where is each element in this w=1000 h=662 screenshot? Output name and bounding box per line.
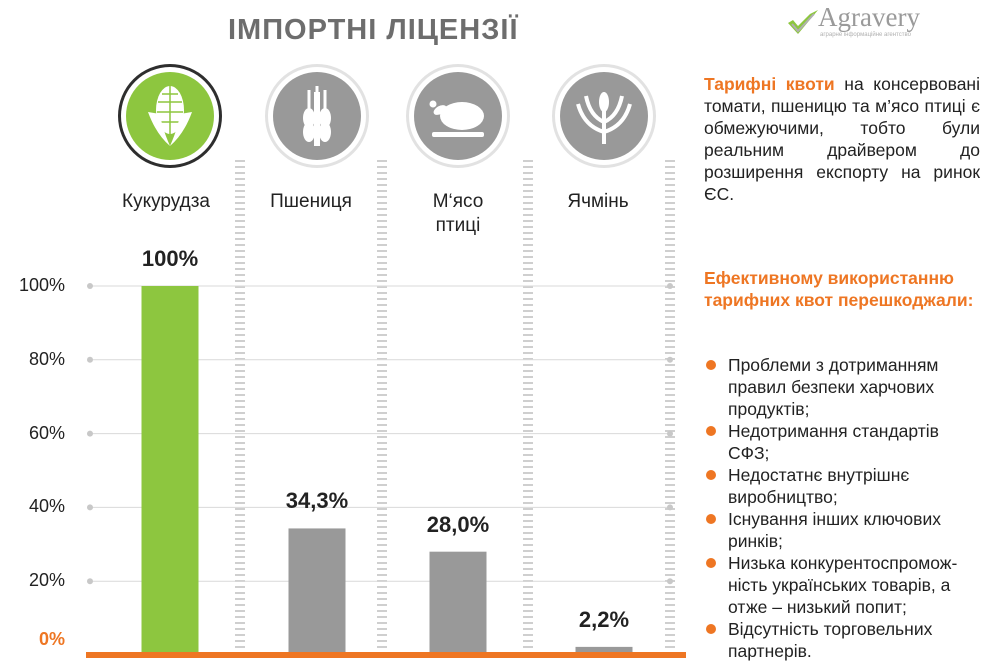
category-label: Ячмінь [567, 191, 629, 212]
checkmark-logo-icon [788, 10, 818, 34]
bullet-dot-icon [706, 514, 716, 524]
gridline-dot [667, 504, 673, 511]
category-label: М‘ясо птиці [432, 191, 484, 236]
gridline-dot [667, 430, 673, 437]
gridline-dot [87, 430, 93, 437]
list-item: Недотримання стандартів СФЗ; [704, 420, 980, 464]
gridline-dot [667, 578, 673, 585]
y-tick-label: 80% [28, 348, 65, 369]
bar-chart [86, 160, 686, 658]
barley-icon [560, 72, 648, 160]
bar-1 [288, 528, 346, 655]
bar-3 [575, 646, 633, 655]
gridline-dot [87, 504, 93, 511]
category-label: Кукурудза [122, 191, 210, 212]
list-item: Недостатнє внутрішнє виробництво; [704, 464, 980, 508]
category-label: Пшениця [270, 191, 352, 212]
gridline-dot [87, 283, 93, 289]
list-item: Низька конкурентоспромож-ність українськ… [704, 552, 980, 618]
gridline-dot [667, 283, 673, 289]
quota-paragraph: Тарифні квоти на консервовані томати, пш… [704, 73, 980, 205]
gridline-dot [87, 356, 93, 363]
bullet-dot-icon [706, 624, 716, 634]
bar-0 [141, 286, 199, 655]
bullet-dot-icon [706, 426, 716, 436]
list-item: Існування інших ключових ринків; [704, 508, 980, 552]
chicken-icon [414, 72, 502, 160]
baseline-axis [86, 652, 686, 658]
bar-2 [429, 551, 487, 655]
y-tick-label: 60% [28, 422, 65, 443]
list-item: Проблеми з дотриманням правил безпеки ха… [704, 354, 980, 420]
list-item: Відсутність торговельних партнерів. [704, 618, 980, 662]
y-tick-label: 0% [38, 629, 65, 649]
bullet-dot-icon [706, 558, 716, 568]
logo-text: Agravery [818, 2, 920, 32]
quota-paragraph-bold: Тарифні квоти [704, 74, 835, 94]
value-label: 34,3% [285, 488, 349, 514]
value-label: 2,2% [578, 606, 630, 632]
y-tick-label: 100% [18, 275, 65, 295]
y-tick-label: 40% [28, 496, 65, 517]
obstacles-list: Проблеми з дотриманням правил безпеки ха… [704, 354, 980, 662]
gridline-dot [87, 578, 93, 585]
gridline-dot [667, 356, 673, 363]
agravery-logo: Agravery аграрне інформаційне агентство [786, 2, 946, 42]
value-label: 28,0% [426, 511, 490, 537]
obstacles-heading: Ефективному використанню тарифних квот п… [704, 268, 974, 310]
value-label: 100% [141, 246, 199, 271]
page-title: ІМПОРТНІ ЛІЦЕНЗІЇ [228, 14, 519, 46]
quota-paragraph-text: на консервовані томати, пшеницю та м’ясо… [704, 74, 980, 204]
bullet-dot-icon [706, 470, 716, 480]
y-tick-label: 20% [28, 570, 65, 591]
bullet-dot-icon [706, 360, 716, 370]
logo-subtitle: аграрне інформаційне агентство [820, 32, 911, 38]
wheat-icon [273, 72, 361, 160]
corn-icon [126, 72, 214, 160]
